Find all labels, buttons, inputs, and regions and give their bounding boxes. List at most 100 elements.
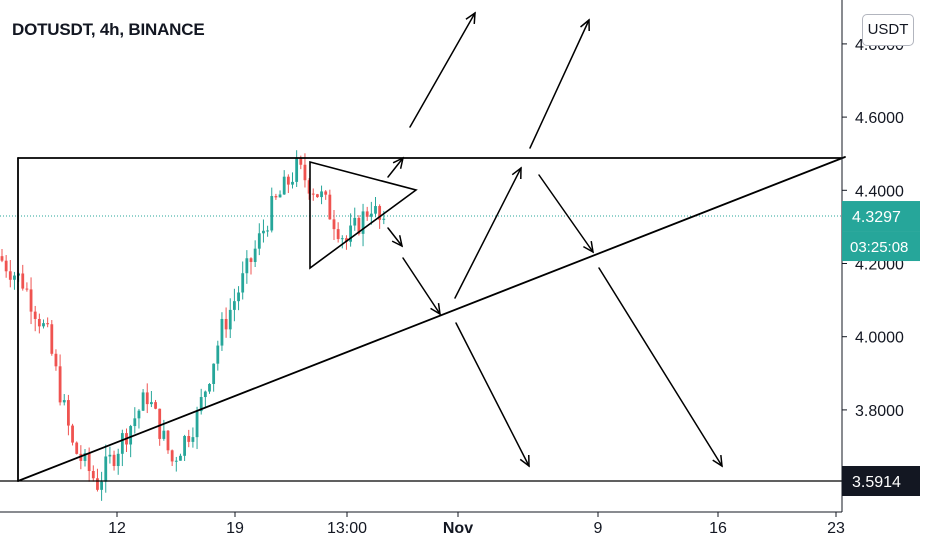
candle-body bbox=[13, 275, 16, 280]
candle-body bbox=[266, 230, 269, 232]
time-axis: 12 19 13:00 Nov 9 16 23 bbox=[0, 511, 845, 537]
candle-body bbox=[212, 363, 216, 384]
candle-body bbox=[282, 176, 286, 195]
candle-body bbox=[345, 238, 348, 242]
price-axis: 4.80004.60004.40004.20004.00003.80004.32… bbox=[841, 0, 920, 512]
candle-body bbox=[245, 258, 249, 274]
candle-series bbox=[0, 150, 386, 501]
candle-body bbox=[316, 194, 319, 198]
candle-body bbox=[145, 392, 149, 405]
price-tick-label: 4.4000 bbox=[855, 183, 904, 200]
candle-body bbox=[340, 238, 344, 240]
candle-body bbox=[174, 460, 178, 462]
arrow-head bbox=[583, 241, 594, 254]
candle-body bbox=[374, 206, 377, 214]
candle-body bbox=[25, 288, 29, 290]
candle-body bbox=[353, 217, 357, 226]
time-tick-label: 13:00 bbox=[327, 520, 367, 537]
candle-body bbox=[183, 436, 186, 456]
symbol-title: DOTUSDT, 4h, BINANCE bbox=[12, 20, 205, 39]
candle-body bbox=[195, 411, 199, 438]
candle-body bbox=[187, 436, 191, 442]
pennant-triangle bbox=[309, 160, 418, 270]
candle-body bbox=[50, 324, 54, 354]
candle-body bbox=[21, 273, 25, 289]
candle-body bbox=[67, 400, 70, 426]
candle-body bbox=[42, 323, 45, 327]
candle-body bbox=[274, 196, 278, 198]
candle-body bbox=[29, 289, 33, 312]
candle-body bbox=[257, 233, 261, 249]
scenario-arrow bbox=[454, 167, 522, 299]
last-price-label: 4.3297 bbox=[852, 209, 901, 226]
last-price-badge bbox=[842, 201, 920, 232]
candle-body bbox=[150, 402, 153, 405]
time-tick-label: 16 bbox=[709, 520, 727, 537]
scenario-arrow bbox=[387, 157, 404, 178]
countdown-label: 03:25:08 bbox=[850, 239, 908, 256]
candle-body bbox=[378, 206, 382, 220]
candle-body bbox=[328, 194, 332, 220]
candle-body bbox=[79, 453, 83, 461]
candle-body bbox=[4, 260, 8, 272]
scenario-arrow bbox=[598, 267, 723, 467]
price-tick-label: 3.8000 bbox=[855, 403, 904, 420]
scenario-arrow bbox=[455, 322, 530, 467]
arrow-head bbox=[519, 454, 530, 468]
candle-body bbox=[278, 194, 282, 198]
candle-body bbox=[96, 478, 99, 490]
candle-body bbox=[291, 181, 294, 185]
candle-body bbox=[320, 191, 323, 198]
candle-body bbox=[120, 433, 124, 454]
candle-body bbox=[58, 366, 62, 403]
candle-body bbox=[158, 408, 162, 439]
arrow-head bbox=[511, 166, 522, 180]
candle-body bbox=[324, 191, 328, 195]
candle-body bbox=[0, 256, 4, 261]
candle-body bbox=[162, 430, 166, 439]
candle-body bbox=[116, 453, 120, 467]
candle-body bbox=[224, 318, 228, 330]
arrow-head bbox=[392, 156, 405, 169]
candle-body bbox=[100, 481, 103, 490]
candle-body bbox=[87, 453, 91, 472]
candle-body bbox=[237, 292, 240, 302]
candle-body bbox=[154, 402, 157, 409]
candle-body bbox=[133, 418, 137, 427]
candle-body bbox=[332, 219, 336, 230]
candle-body bbox=[216, 345, 220, 364]
time-tick-label: 19 bbox=[226, 520, 244, 537]
time-tick-label: 12 bbox=[108, 520, 126, 537]
arrow-head bbox=[580, 18, 590, 32]
low-price-label: 3.5914 bbox=[852, 474, 901, 491]
candle-body bbox=[249, 258, 253, 262]
candle-body bbox=[228, 309, 232, 330]
candle-body bbox=[208, 383, 211, 392]
candle-body bbox=[91, 471, 95, 479]
scenario-arrow bbox=[409, 12, 476, 128]
candle-body bbox=[270, 196, 274, 231]
candle-body bbox=[112, 454, 116, 467]
candle-body bbox=[241, 273, 245, 293]
drawing-layer bbox=[0, 11, 846, 482]
arrow-head bbox=[391, 235, 404, 248]
candle-body bbox=[361, 211, 365, 234]
candle-body bbox=[262, 230, 265, 234]
candle-body bbox=[75, 442, 79, 454]
candle-body bbox=[299, 157, 303, 165]
currency-button[interactable]: USDT bbox=[862, 14, 914, 46]
candle-body bbox=[170, 450, 174, 462]
candle-body bbox=[369, 213, 373, 217]
candle-body bbox=[349, 225, 352, 242]
candle-body bbox=[295, 157, 299, 182]
time-tick-label: 9 bbox=[594, 520, 603, 537]
time-tick-label: Nov bbox=[443, 520, 473, 537]
candle-body bbox=[253, 248, 257, 262]
candle-body bbox=[303, 164, 307, 181]
candle-body bbox=[233, 301, 236, 310]
candle-body bbox=[311, 193, 315, 195]
candle-body bbox=[108, 454, 112, 457]
time-tick-label: 23 bbox=[827, 520, 845, 537]
